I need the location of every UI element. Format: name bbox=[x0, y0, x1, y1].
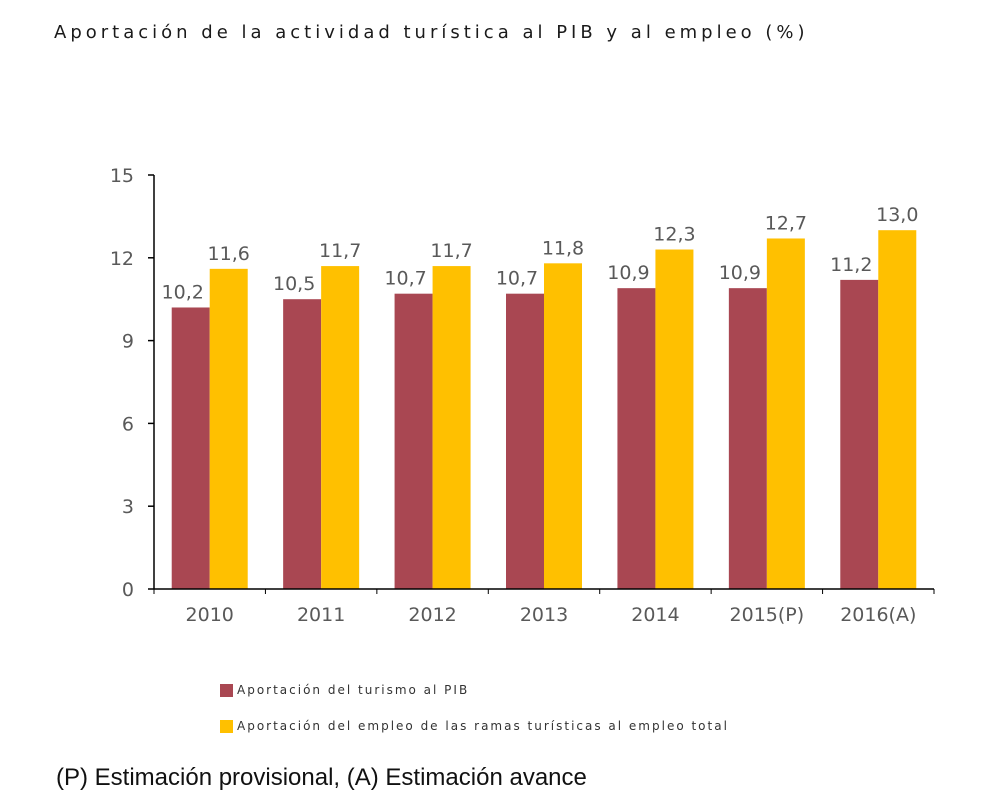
data-labels-layer: 10,211,610,511,710,711,710,711,810,912,3… bbox=[162, 204, 919, 303]
y-tick-label-3: 3 bbox=[122, 496, 134, 518]
legend-label-pib: Aportación del turismo al PIB bbox=[237, 683, 470, 697]
legend-swatch-empleo bbox=[220, 719, 233, 733]
y-tick-label-15: 15 bbox=[110, 165, 134, 187]
bar-pib-2013 bbox=[506, 293, 544, 589]
bar-empleo-2010 bbox=[209, 268, 248, 589]
bar-pib-2015(P) bbox=[728, 288, 767, 589]
footnote: (P) Estimación provisional, (A) Estimaci… bbox=[56, 764, 587, 791]
data-label-empleo-2010: 11,6 bbox=[208, 243, 250, 265]
data-label-pib-2010: 10,2 bbox=[162, 281, 204, 303]
x-tick-label-2013: 2013 bbox=[520, 604, 568, 626]
bar-empleo-2015(P) bbox=[766, 238, 805, 590]
bar-empleo-2014 bbox=[655, 249, 694, 589]
x-tick-label-2016(A): 2016(A) bbox=[840, 604, 916, 626]
bar-pib-2014 bbox=[617, 288, 656, 589]
data-label-pib-2013: 10,7 bbox=[496, 268, 538, 290]
y-tick-label-12: 12 bbox=[110, 248, 134, 270]
bar-pib-2010 bbox=[171, 307, 210, 589]
bar-pib-2016(A) bbox=[840, 279, 879, 589]
legend: Aportación del turismo al PIB Aportación… bbox=[220, 672, 729, 744]
axes-layer: 2010 2011 2012 2013 2014 2015(P) 2016(A) 0 3 6 9 12… bbox=[110, 165, 935, 626]
data-label-empleo-2013: 11,8 bbox=[542, 237, 584, 259]
data-label-empleo-2012: 11,7 bbox=[430, 240, 472, 262]
data-label-empleo-2014: 12,3 bbox=[653, 224, 695, 246]
x-tick-label-2011: 2011 bbox=[297, 604, 345, 626]
x-tick-label-2015(P): 2015(P) bbox=[730, 604, 805, 626]
legend-item-empleo: Aportación del empleo de las ramas turís… bbox=[220, 708, 729, 744]
bar-empleo-2011 bbox=[321, 266, 360, 589]
x-tick-label-2014: 2014 bbox=[631, 604, 679, 626]
y-tick-label-6: 6 bbox=[122, 413, 134, 435]
data-label-empleo-2016(A): 13,0 bbox=[876, 204, 918, 226]
bar-pib-2012 bbox=[394, 293, 433, 589]
y-tick-label-9: 9 bbox=[122, 331, 134, 353]
bar-empleo-2016(A) bbox=[878, 230, 917, 589]
data-label-empleo-2015(P): 12,7 bbox=[765, 212, 807, 234]
data-label-pib-2011: 10,5 bbox=[273, 273, 315, 295]
y-tick-label-0: 0 bbox=[122, 579, 134, 601]
data-label-pib-2014: 10,9 bbox=[607, 262, 649, 284]
bar-pib-2011 bbox=[283, 299, 322, 589]
data-label-pib-2012: 10,7 bbox=[384, 268, 426, 290]
bars-layer bbox=[171, 230, 917, 590]
x-tick-label-2012: 2012 bbox=[408, 604, 456, 626]
data-label-empleo-2011: 11,7 bbox=[319, 240, 361, 262]
legend-item-pib: Aportación del turismo al PIB bbox=[220, 672, 729, 708]
x-tick-label-2010: 2010 bbox=[186, 604, 234, 626]
chart-title: Aportación de la actividad turística al … bbox=[54, 22, 809, 43]
bar-empleo-2013 bbox=[544, 263, 582, 589]
data-label-pib-2016(A): 11,2 bbox=[830, 254, 872, 276]
legend-label-empleo: Aportación del empleo de las ramas turís… bbox=[237, 719, 729, 733]
legend-swatch-pib bbox=[220, 683, 233, 697]
data-label-pib-2015(P): 10,9 bbox=[719, 262, 761, 284]
bar-empleo-2012 bbox=[432, 266, 471, 589]
